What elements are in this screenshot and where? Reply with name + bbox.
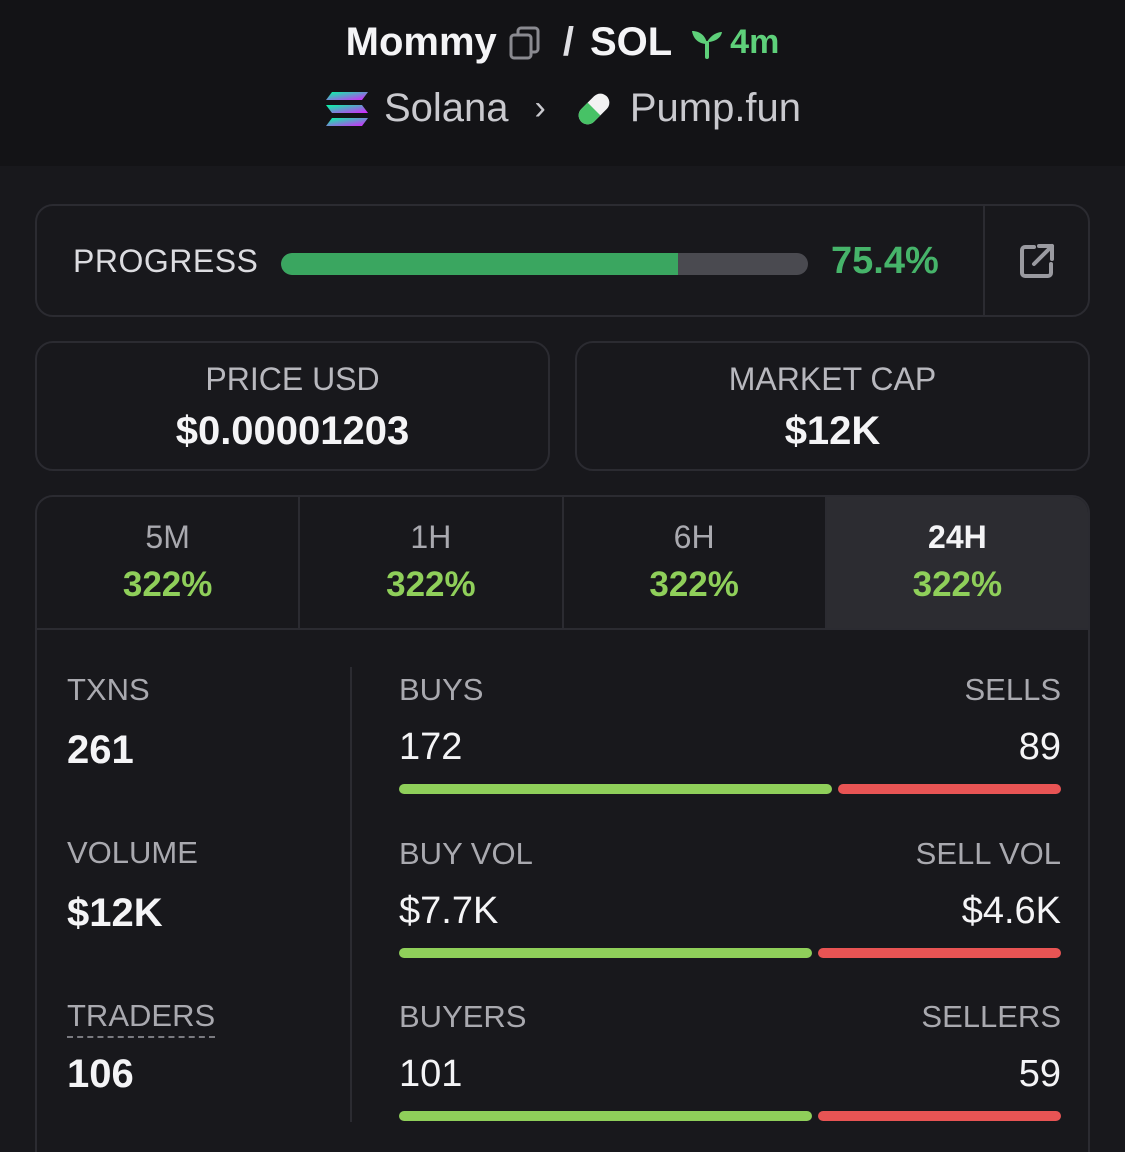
buy-sell-bar [399,784,1061,794]
txns-split: BUYS SELLS 172 89 [399,672,1061,802]
age-value: 4m [730,23,780,61]
sells-label: SELLS [964,672,1061,707]
traders-label[interactable]: TRADERS [67,998,216,1038]
sprout-icon [692,30,723,59]
sell-bar [818,1111,1061,1121]
pair-separator: / [562,20,574,64]
solana-icon [324,90,370,128]
market-cap-label: MARKET CAP [728,361,937,397]
buy-bar [399,948,812,958]
timeframe-tabs: 5M 322% 1H 322% 6H 322% 24H 322% [37,497,1088,630]
bonding-progress-card: PROGRESS 75.4% [35,204,1090,317]
pair-age: 4m [690,23,779,62]
pill-icon [572,87,616,131]
tab-label: 5M [145,519,190,555]
buy-bar [399,1111,812,1121]
external-link-button[interactable] [997,226,1077,296]
tab-label: 6H [673,519,715,555]
buyers-label: BUYERS [399,999,527,1034]
tab-6h[interactable]: 6H 322% [564,497,827,628]
sell-bar [818,948,1061,958]
timeframe-stats-card: 5M 322% 1H 322% 6H 322% 24H 322% TXNS 26… [35,495,1090,1152]
txns-value: 261 [67,728,134,772]
market-cap-value: $12K [784,409,881,453]
sell-bar [838,784,1061,794]
buy-vol-value: $7.7K [399,890,499,932]
sellers-value: 59 [1018,1053,1061,1095]
progress-percent: 75.4% [831,240,939,282]
tab-5m[interactable]: 5M 322% [37,497,301,628]
tab-1h[interactable]: 1H 322% [300,497,564,628]
price-usd-card: PRICE USD $0.00001203 [35,341,550,471]
chain-link[interactable]: Solana [383,86,509,130]
tab-change: 322% [649,565,739,604]
traders-value: 106 [67,1052,134,1096]
token-name: Mommy [345,20,497,64]
volume-value: $12K [67,891,163,935]
buys-label: BUYS [399,672,484,707]
progress-fill [281,253,679,275]
tab-24h[interactable]: 24H 322% [826,497,1088,628]
copy-icon[interactable] [509,26,541,60]
buys-value: 172 [399,726,463,768]
pair-title: Mommy / SOL 4m [0,20,1125,65]
column-divider [350,667,352,1122]
progress-bar [281,253,808,275]
sell-vol-value: $4.6K [961,890,1061,932]
progress-label: PROGRESS [73,243,259,279]
traders-metric: TRADERS 106 [67,998,216,1097]
volume-split: BUY VOL SELL VOL $7.7K $4.6K [399,836,1061,966]
divider [983,206,985,315]
totals-column: TXNS 261 VOLUME $12K TRADERS 106 [37,632,350,1152]
tab-label: 24H [928,519,987,555]
txns-metric: TXNS 261 [67,672,150,773]
buy-vol-label: BUY VOL [399,836,533,871]
buyers-value: 101 [399,1053,463,1095]
traders-split: BUYERS SELLERS 101 59 [399,999,1061,1129]
breadcrumb: Solana › Pump.fun [0,86,1125,131]
tab-change: 322% [912,565,1003,604]
sells-value: 89 [1018,726,1061,768]
tab-change: 322% [122,565,213,604]
volume-metric: VOLUME $12K [67,835,198,936]
buy-sell-vol-bar [399,948,1061,958]
buy-bar [399,784,832,794]
market-cap-card: MARKET CAP $12K [575,341,1090,471]
buyers-sellers-bar [399,1111,1061,1121]
dex-link[interactable]: Pump.fun [629,86,802,130]
sell-vol-label: SELL VOL [915,836,1061,871]
price-usd-label: PRICE USD [205,361,380,397]
tab-change: 322% [386,565,476,604]
volume-label: VOLUME [67,835,198,870]
header: Mommy / SOL 4m [0,0,1125,166]
quote-token: SOL [589,20,673,64]
chevron-right-icon: › [534,89,546,127]
txns-label: TXNS [67,672,150,707]
sellers-label: SELLERS [921,999,1061,1034]
tab-label: 1H [410,519,452,555]
external-link-icon [1020,244,1054,278]
price-usd-value: $0.00001203 [175,409,410,453]
